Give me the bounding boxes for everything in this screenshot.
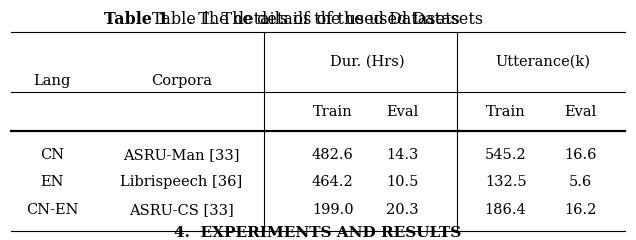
Text: Train: Train (486, 105, 525, 119)
Text: Lang: Lang (34, 74, 71, 88)
Text: Train: Train (313, 105, 352, 119)
Text: ASRU-CS [33]: ASRU-CS [33] (129, 203, 233, 217)
Text: Corpora: Corpora (151, 74, 212, 88)
Text: Table 1: Table 1 (104, 11, 169, 28)
Text: Table 1: Table 1 (0, 239, 1, 240)
Text: 16.6: 16.6 (563, 148, 597, 162)
Text: CN-EN: CN-EN (26, 203, 78, 217)
Text: 132.5: 132.5 (485, 175, 527, 189)
Text: 20.3: 20.3 (386, 203, 419, 217)
Text: Dur. (Hrs): Dur. (Hrs) (330, 55, 405, 69)
Text: Utterance(k): Utterance(k) (495, 55, 590, 69)
Text: 186.4: 186.4 (485, 203, 527, 217)
Text: Librispeech [36]: Librispeech [36] (120, 175, 242, 189)
Text: 14.3: 14.3 (387, 148, 418, 162)
Text: . The details of the used Datasets: . The details of the used Datasets (188, 11, 460, 28)
Text: Table 1. The details of the used Datasets: Table 1. The details of the used Dataset… (153, 11, 483, 28)
Text: Eval: Eval (564, 105, 596, 119)
Text: ASRU-Man [33]: ASRU-Man [33] (123, 148, 240, 162)
Text: CN: CN (40, 148, 64, 162)
Text: 464.2: 464.2 (312, 175, 354, 189)
Text: 16.2: 16.2 (564, 203, 596, 217)
Text: 545.2: 545.2 (485, 148, 527, 162)
Text: 4.  EXPERIMENTS AND RESULTS: 4. EXPERIMENTS AND RESULTS (174, 226, 462, 240)
Text: 5.6: 5.6 (569, 175, 591, 189)
Text: 482.6: 482.6 (312, 148, 354, 162)
Text: 199.0: 199.0 (312, 203, 354, 217)
Text: 10.5: 10.5 (387, 175, 418, 189)
Text: EN: EN (41, 175, 64, 189)
Text: Table 1. The details of the used Datasets: Table 1. The details of the used Dataset… (0, 239, 1, 240)
Text: Eval: Eval (387, 105, 418, 119)
